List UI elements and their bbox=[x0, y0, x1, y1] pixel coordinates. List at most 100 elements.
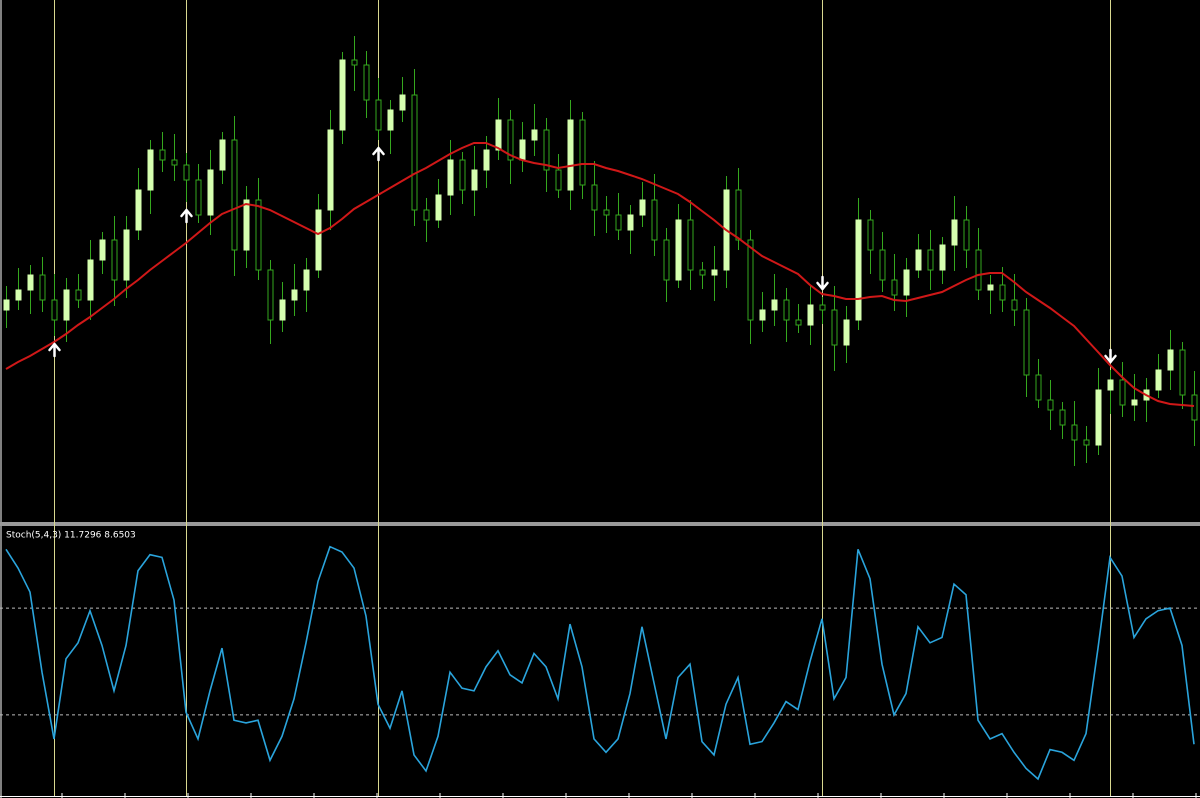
bull-candle-body bbox=[135, 189, 142, 231]
bear-candle-body bbox=[1191, 394, 1198, 421]
bull-candle-body bbox=[939, 244, 946, 271]
bear-candle-body bbox=[591, 184, 598, 211]
bear-candle-body bbox=[963, 219, 970, 251]
bear-candle-body bbox=[1035, 374, 1042, 401]
bear-candle-body bbox=[543, 129, 550, 171]
moving-average-line bbox=[5, 142, 1195, 407]
bear-candle-body bbox=[1011, 299, 1018, 311]
bear-candle-body bbox=[1047, 399, 1054, 411]
bear-candle-body bbox=[651, 199, 658, 241]
bull-candle-body bbox=[567, 119, 574, 191]
bear-candle-body bbox=[579, 119, 586, 186]
bear-candle-body bbox=[351, 59, 358, 66]
bear-candle-body bbox=[879, 249, 886, 281]
bull-candle-body bbox=[903, 269, 910, 296]
bear-candle-body bbox=[375, 99, 382, 131]
bear-candle-body bbox=[111, 239, 118, 281]
price-panel bbox=[3, 36, 1198, 466]
bear-candle-body bbox=[459, 159, 466, 191]
bull-candle-body bbox=[627, 214, 634, 231]
bull-candle-body bbox=[27, 274, 34, 291]
bull-candle-body bbox=[147, 149, 154, 191]
bull-candle-body bbox=[219, 139, 226, 171]
bull-candle-body bbox=[987, 284, 994, 291]
bear-candle-body bbox=[999, 284, 1006, 301]
bull-candle-body bbox=[99, 239, 106, 261]
bear-candle-body bbox=[687, 219, 694, 271]
bull-candle-body bbox=[447, 159, 454, 196]
bear-candle-body bbox=[1083, 439, 1090, 446]
bull-candle-body bbox=[315, 209, 322, 271]
bull-candle-body bbox=[843, 319, 850, 346]
bear-candle-body bbox=[891, 279, 898, 296]
bear-candle-body bbox=[171, 159, 178, 166]
bear-candle-body bbox=[231, 139, 238, 251]
bull-candle-body bbox=[519, 139, 526, 161]
bear-candle-body bbox=[1059, 409, 1066, 426]
bear-candle-body bbox=[795, 319, 802, 326]
bull-candle-body bbox=[1095, 389, 1102, 446]
bull-candle-body bbox=[1131, 399, 1138, 406]
bear-candle-body bbox=[363, 64, 370, 101]
bear-candle-body bbox=[555, 169, 562, 191]
bull-candle-body bbox=[951, 219, 958, 246]
bull-candle-body bbox=[675, 219, 682, 281]
bull-candle-body bbox=[495, 119, 502, 151]
bear-candle-body bbox=[747, 239, 754, 321]
bear-candle-body bbox=[1071, 424, 1078, 441]
bear-candle-body bbox=[159, 149, 166, 161]
bear-candle-body bbox=[1119, 379, 1126, 406]
bull-candle-body bbox=[1107, 379, 1114, 391]
bull-candle-body bbox=[3, 299, 10, 311]
bear-candle-body bbox=[51, 299, 58, 321]
bull-candle-body bbox=[15, 289, 22, 301]
bear-candle-body bbox=[507, 119, 514, 161]
bear-candle-body bbox=[663, 239, 670, 281]
bull-candle-body bbox=[279, 299, 286, 321]
bear-candle-body bbox=[39, 274, 46, 301]
bear-candle-body bbox=[183, 164, 190, 181]
bull-candle-body bbox=[483, 149, 490, 171]
bear-candle-body bbox=[603, 209, 610, 216]
stochastic-line bbox=[5, 545, 1195, 781]
bull-candle-body bbox=[531, 129, 538, 141]
bull-candle-body bbox=[123, 229, 130, 281]
bear-candle-body bbox=[1179, 349, 1186, 396]
signal-arrow-up bbox=[48, 342, 61, 358]
bear-candle-body bbox=[735, 189, 742, 241]
bull-candle-body bbox=[771, 299, 778, 311]
signal-arrow-down bbox=[1104, 348, 1117, 364]
bear-candle-body bbox=[831, 309, 838, 346]
bull-candle-body bbox=[1167, 349, 1174, 371]
bull-candle-body bbox=[1155, 369, 1162, 391]
bull-candle-body bbox=[303, 269, 310, 291]
bear-candle-body bbox=[255, 199, 262, 271]
bear-candle-body bbox=[1023, 309, 1030, 376]
bull-candle-body bbox=[807, 304, 814, 326]
bull-candle-body bbox=[207, 169, 214, 216]
indicator-label: Stoch(5,4,3) 11.7296 8.6503 bbox=[6, 531, 136, 541]
bear-candle-body bbox=[423, 209, 430, 221]
bear-candle-body bbox=[75, 289, 82, 301]
signal-arrow-down bbox=[816, 275, 829, 291]
bear-candle-body bbox=[615, 214, 622, 231]
stochastic-panel: Stoch(5,4,3) 11.7296 8.6503 bbox=[0, 531, 1200, 781]
bull-candle-body bbox=[387, 109, 394, 131]
bull-candle-body bbox=[471, 169, 478, 191]
bull-candle-body bbox=[915, 249, 922, 271]
signal-arrow-up bbox=[180, 208, 193, 224]
bull-candle-body bbox=[327, 129, 334, 211]
bear-candle-body bbox=[975, 249, 982, 291]
bull-candle-body bbox=[291, 289, 298, 301]
bull-candle-body bbox=[759, 309, 766, 321]
bear-candle-body bbox=[927, 249, 934, 271]
bull-candle-body bbox=[399, 94, 406, 111]
panel-separator bbox=[0, 522, 1200, 526]
bull-candle-body bbox=[87, 259, 94, 301]
bull-candle-body bbox=[63, 289, 70, 321]
bear-candle-body bbox=[783, 299, 790, 321]
bull-candle-body bbox=[435, 194, 442, 221]
